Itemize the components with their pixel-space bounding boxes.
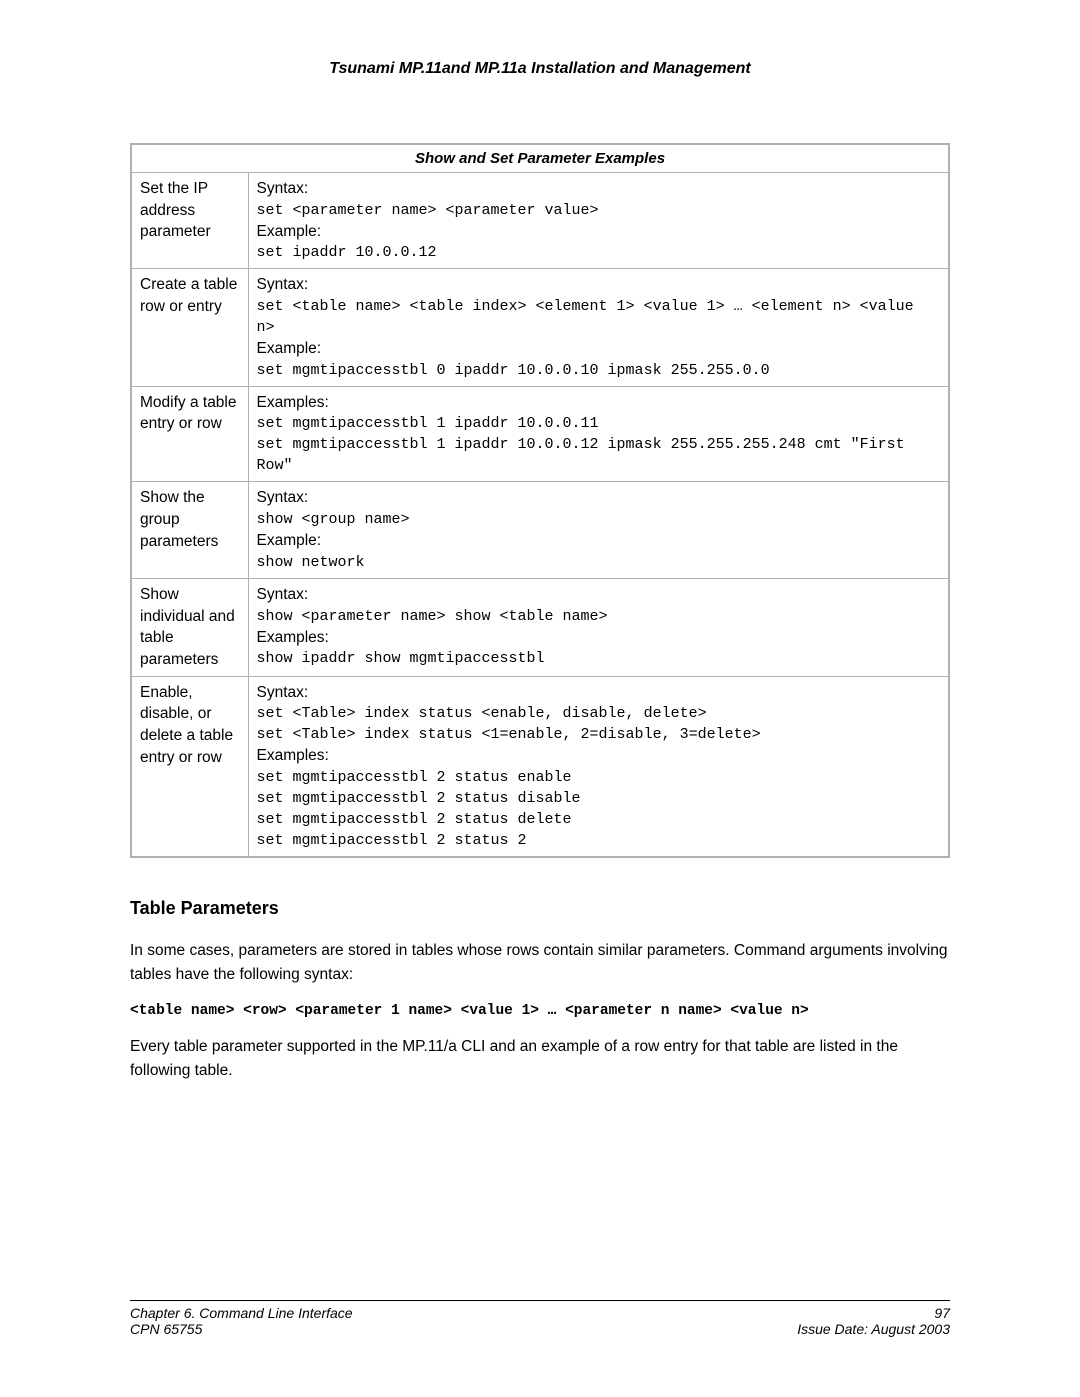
row-label: Modify a table entry or row [131,386,248,482]
footer-page-number: 97 [797,1305,950,1321]
syntax-heading: Syntax: [257,584,941,606]
row-content: Syntax: show <group name> Example: show … [248,482,949,578]
example-heading: Example: [257,338,941,360]
code-line: set mgmtipaccesstbl 2 status enable [257,767,941,788]
code-line: set mgmtipaccesstbl 0 ipaddr 10.0.0.10 i… [257,360,941,381]
table-row: Create a table row or entry Syntax: set … [131,269,949,386]
code-line: set <Table> index status <enable, disabl… [257,703,941,724]
page-footer: Chapter 6. Command Line Interface CPN 65… [130,1300,950,1337]
code-line: show network [257,552,941,573]
row-content: Syntax: set <table name> <table index> <… [248,269,949,386]
row-label: Set the IP address parameter [131,173,248,269]
row-label: Enable, disable, or delete a table entry… [131,676,248,857]
document-header: Tsunami MP.11and MP.11a Installation and… [130,60,950,78]
code-line: set ipaddr 10.0.0.12 [257,242,941,263]
examples-heading: Examples: [257,392,941,414]
body-paragraph: In some cases, parameters are stored in … [130,939,950,987]
example-heading: Example: [257,221,941,243]
code-line: set mgmtipaccesstbl 2 status disable [257,788,941,809]
examples-heading: Examples: [257,627,941,649]
syntax-heading: Syntax: [257,487,941,509]
row-content: Syntax: set <Table> index status <enable… [248,676,949,857]
code-line: show <parameter name> show <table name> [257,606,941,627]
syntax-heading: Syntax: [257,178,941,200]
code-line: set mgmtipaccesstbl 1 ipaddr 10.0.0.11 [257,413,941,434]
footer-cpn: CPN 65755 [130,1321,353,1337]
row-content: Syntax: show <parameter name> show <tabl… [248,578,949,676]
example-heading: Example: [257,530,941,552]
syntax-heading: Syntax: [257,274,941,296]
code-line: set <Table> index status <1=enable, 2=di… [257,724,941,745]
table-row: Modify a table entry or row Examples: se… [131,386,949,482]
syntax-heading: Syntax: [257,682,941,704]
table-caption: Show and Set Parameter Examples [131,144,949,173]
row-content: Examples: set mgmtipaccesstbl 1 ipaddr 1… [248,386,949,482]
row-label: Show individual and table parameters [131,578,248,676]
row-content: Syntax: set <parameter name> <parameter … [248,173,949,269]
code-line: show ipaddr show mgmtipaccesstbl [257,648,941,669]
code-line: show <group name> [257,509,941,530]
table-row: Set the IP address parameter Syntax: set… [131,173,949,269]
body-paragraph: Every table parameter supported in the M… [130,1035,950,1083]
code-line: set mgmtipaccesstbl 2 status delete [257,809,941,830]
table-row: Show individual and table parameters Syn… [131,578,949,676]
code-line: set mgmtipaccesstbl 2 status 2 [257,830,941,851]
code-line: set <parameter name> <parameter value> [257,200,941,221]
row-label: Create a table row or entry [131,269,248,386]
code-line: set mgmtipaccesstbl 1 ipaddr 10.0.0.12 i… [257,434,941,476]
table-row: Show the group parameters Syntax: show <… [131,482,949,578]
code-line: set <table name> <table index> <element … [257,296,941,338]
syntax-line: <table name> <row> <parameter 1 name> <v… [130,1003,950,1019]
parameter-examples-table: Show and Set Parameter Examples Set the … [130,143,950,858]
section-heading: Table Parameters [130,898,950,919]
footer-issue-date: Issue Date: August 2003 [797,1321,950,1337]
table-row: Enable, disable, or delete a table entry… [131,676,949,857]
row-label: Show the group parameters [131,482,248,578]
examples-heading: Examples: [257,745,941,767]
footer-chapter: Chapter 6. Command Line Interface [130,1305,353,1321]
